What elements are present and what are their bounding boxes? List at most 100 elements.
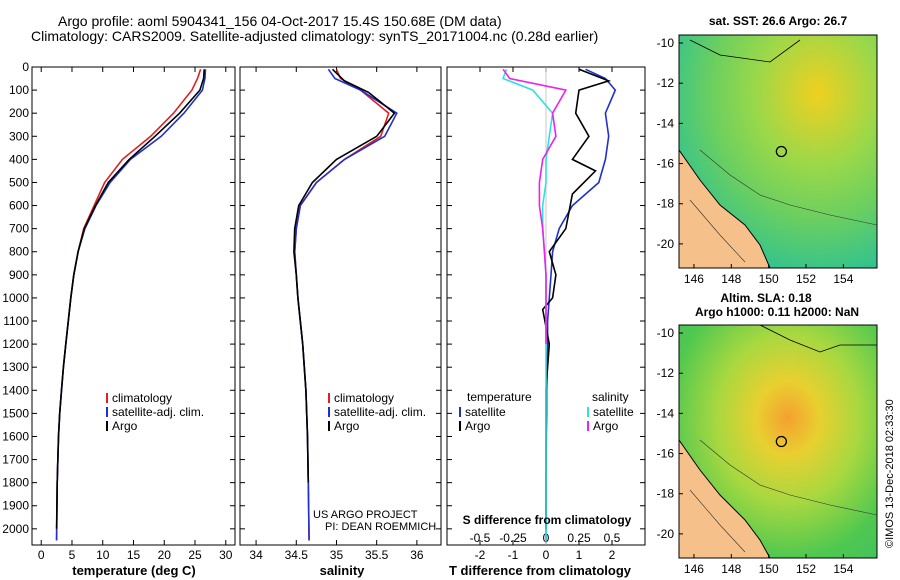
temperature-panel: 0100200300400500600700800900100011001200…: [2, 60, 236, 562]
legend-label: Argo: [112, 419, 138, 433]
legend-label: Argo: [334, 419, 360, 433]
salinity-series-argo: [293, 68, 396, 483]
depth-tick-label: 1100: [3, 314, 29, 328]
profile-axes-layer: 0100200300400500600700800900100011001200…: [2, 60, 646, 562]
depth-tick-label: 1700: [2, 453, 29, 467]
depth-tick-label: 600: [9, 199, 29, 213]
difference-xtick-label: 0: [543, 548, 550, 562]
salinity-xtick-label: 34: [249, 548, 263, 562]
salinity-xtick-label: 35.5: [365, 548, 389, 562]
salinity-xlabel: salinity: [320, 563, 366, 578]
sla-map-float-marker: [775, 435, 788, 448]
figure-title-line1: Argo profile: aoml 5904341_156 04-Oct-20…: [58, 13, 502, 29]
sla-map-subtitle: Argo h1000: 0.11 h2000: NaN: [695, 305, 859, 319]
difference-xtick-label: 2: [609, 548, 616, 562]
depth-tick-label: 1600: [2, 429, 29, 443]
sst-map-xtick-label: 150: [759, 272, 779, 286]
difference-series-temperature-satellite: [545, 68, 617, 541]
depth-tick-label: 700: [9, 222, 29, 236]
depth-tick-label: 500: [9, 175, 29, 189]
temperature-series-satellite-adj-clim-: [55, 69, 207, 541]
depth-tick-label: 1400: [2, 383, 29, 397]
temperature-xtick-label: 0: [38, 548, 45, 562]
project-annotation-line2: PI: DEAN ROEMMICH: [325, 521, 436, 533]
depth-tick-label: 900: [9, 268, 29, 282]
difference-top-tick-label: -0.5: [470, 531, 491, 545]
sst-map-ytick-label: -16: [657, 157, 675, 171]
difference-xtick-label: -2: [475, 548, 486, 562]
sla-map-xtick-label: 154: [833, 562, 853, 576]
temperature-xtick-label: 10: [96, 548, 110, 562]
sst-map-frame: [678, 34, 878, 269]
legend-label: climatology: [334, 391, 394, 405]
depth-tick-label: 1200: [2, 337, 29, 351]
depth-tick-label: 2000: [2, 522, 29, 536]
sla-map-axes: 146 148 150 152 154 -10 -12 -14 -16 -18 -20: [657, 324, 878, 576]
depth-tick-label: 400: [9, 152, 29, 166]
legend-group-title: salinity: [592, 390, 629, 404]
sst-map-title: sat. SST: 26.6 Argo: 26.7: [709, 14, 848, 28]
salinity-xtick-label: 36: [410, 548, 424, 562]
difference-series-salinity-argo: [502, 68, 568, 345]
sst-map-ytick-label: -12: [657, 76, 675, 90]
salinity-series-satellite-adj-clim-: [293, 68, 398, 541]
sst-map-field: [679, 35, 877, 268]
depth-tick-label: 1500: [2, 406, 29, 420]
sla-map-xtick-label: 152: [796, 562, 816, 576]
sla-map-xtick-label: 150: [759, 562, 779, 576]
sla-map-field: [679, 325, 877, 558]
depth-tick-label: 100: [9, 83, 29, 97]
difference-xlabel: T difference from climatology: [449, 563, 632, 578]
temperature-xtick-label: 30: [219, 548, 233, 562]
sst-map-ytick-label: -10: [657, 36, 675, 50]
sla-map-ytick-label: -16: [657, 447, 675, 461]
temperature-xtick-label: 5: [69, 548, 76, 562]
legend-label: satellite: [465, 405, 506, 419]
difference-panel: -2 -1 0 1 2-0.5 -0.25 0 0.25 0.5temperaturesatel…: [446, 66, 646, 562]
sla-map-ytick-label: -18: [657, 487, 675, 501]
figure-title-line2: Climatology: CARS2009. Satellite-adjuste…: [31, 28, 598, 44]
sla-map-xtick-label: 146: [684, 562, 704, 576]
legend-label: Argo: [465, 419, 491, 433]
project-annotation-line1: US ARGO PROJECT: [313, 509, 418, 521]
difference-top-tick-label: 0.5: [604, 531, 621, 545]
temperature-xtick-label: 25: [188, 548, 202, 562]
sla-map-ytick-label: -14: [657, 406, 675, 420]
sst-map-xtick-label: 146: [684, 272, 704, 286]
difference-series-salinity-satellite: [502, 69, 554, 541]
sst-map-float-marker: [775, 145, 788, 158]
credit-text: ©IMOS 13-Dec-2018 02:33:30: [884, 399, 896, 548]
sst-map-xtick-label: 148: [721, 272, 741, 286]
depth-tick-label: 1300: [2, 360, 29, 374]
sla-map-ytick-label: -10: [657, 326, 675, 340]
difference-top-tick-label: 0.25: [567, 531, 591, 545]
legend-group-title: temperature: [467, 390, 532, 404]
map-axes-layer: 146 148 150 152 154 -10 -12 -14 -16 -18 -20 146 148 1…: [657, 34, 878, 576]
legend-label: satellite-adj. clim.: [334, 405, 426, 419]
sst-map-xtick-label: 154: [833, 272, 853, 286]
sla-map-frame: [678, 324, 878, 559]
depth-tick-label: 1800: [2, 476, 29, 490]
difference-xtick-label: -1: [508, 548, 519, 562]
temperature-series-climatology: [55, 69, 202, 541]
sla-map-xtick-label: 148: [721, 562, 741, 576]
temperature-series-argo: [55, 69, 205, 529]
difference-series-temperature-argo: [541, 68, 612, 529]
difference-xtick-label: 1: [576, 548, 583, 562]
difference-top-tick-label: -0.25: [499, 531, 527, 545]
salinity-xtick-label: 35: [330, 548, 344, 562]
legend-label: Argo: [593, 419, 619, 433]
depth-tick-label: 0: [22, 60, 29, 74]
sla-map-ytick-label: -12: [657, 366, 675, 380]
sst-map-ytick-label: -20: [657, 237, 675, 251]
depth-tick-label: 1000: [2, 291, 29, 305]
legend-label: satellite-adj. clim.: [112, 405, 204, 419]
sst-map-axes: 146 148 150 152 154 -10 -12 -14 -16 -18 -20: [657, 34, 878, 286]
sla-map-title: Altim. SLA: 0.18: [720, 291, 812, 305]
depth-tick-label: 1900: [2, 499, 29, 513]
salinity-xtick-label: 34.5: [285, 548, 309, 562]
depth-tick-label: 200: [9, 106, 29, 120]
sst-map-xtick-label: 152: [796, 272, 816, 286]
